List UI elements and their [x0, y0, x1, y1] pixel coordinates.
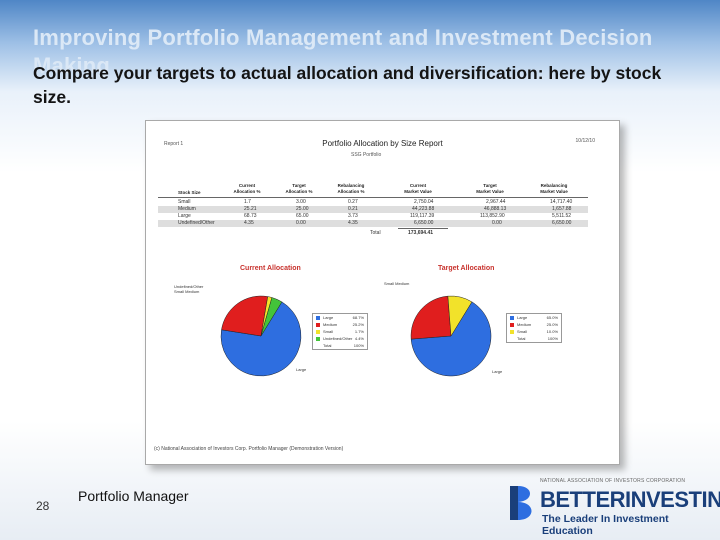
legend-swatch — [316, 336, 320, 341]
legend-swatch — [316, 329, 320, 334]
legend-item: Medium 25.2% — [313, 321, 367, 328]
legend-value: 100% — [353, 343, 364, 348]
target-allocation-pie — [410, 295, 492, 377]
legend-value: 1.7% — [354, 329, 364, 334]
target-callout-large: Large — [492, 369, 503, 374]
current-allocation-title: Current Allocation — [240, 265, 301, 272]
current-allocation-pie — [220, 295, 302, 377]
table-row: Small 1.7 3.00 0.27 2,750.04 2,967.44 14… — [178, 199, 573, 205]
logo-small-text: NATIONAL ASSOCIATION OF INVESTORS CORPOR… — [540, 478, 686, 484]
pie-slice-medium — [410, 295, 452, 340]
slide-subtitle: Compare your targets to actual allocatio… — [33, 63, 662, 107]
legend-value: 100% — [547, 336, 558, 341]
legend-item: Undefined/Other 4.4% — [313, 335, 367, 342]
legend-swatch — [510, 337, 514, 341]
legend-value: 65.0% — [546, 315, 558, 320]
footer-label: Portfolio Manager — [78, 488, 189, 504]
current-callout-large: Large — [296, 367, 307, 372]
report-footer-note: (c) National Association of Investors Co… — [154, 446, 344, 452]
legend-swatch — [510, 315, 514, 320]
target-legend: Large 65.0% Medium 25.0% Small 10.0% Total 100% — [506, 313, 562, 343]
pie-slice-small — [447, 295, 473, 337]
legend-label: Undefined/Other — [323, 336, 353, 341]
report-portfolio: SSG Portfolio — [351, 152, 382, 158]
legend-swatch — [316, 322, 320, 327]
legend-item: Total 100% — [507, 335, 561, 342]
legend-item: Large 68.7% — [313, 314, 367, 321]
target-callout: Small Medium — [384, 281, 410, 286]
legend-item: Small 1.7% — [313, 328, 367, 335]
pie-slice-large — [410, 301, 492, 377]
legend-value: 10.0% — [546, 329, 558, 334]
col-header: Rebalancing Market Value — [540, 183, 568, 194]
pie-slice-large — [220, 301, 302, 377]
total-divider — [398, 228, 448, 229]
legend-value: 68.7% — [352, 315, 364, 320]
slide-title: Improving Portfolio Management and Inves… — [33, 25, 653, 78]
betterinvesting-logo-icon — [510, 486, 532, 520]
legend-item: Small 10.0% — [507, 328, 561, 335]
total-label: Total — [370, 230, 381, 236]
legend-label: Small — [517, 329, 528, 334]
table-row: Large 68.73 65.00 3.73 119,117.39 113,85… — [178, 213, 572, 219]
legend-swatch — [316, 315, 320, 320]
legend-item: Total 100% — [313, 342, 367, 349]
col-header: Current Allocation % — [233, 183, 261, 194]
legend-label: Medium — [517, 322, 532, 327]
legend-swatch — [316, 344, 320, 348]
legend-label: Total — [323, 343, 332, 348]
legend-label: Large — [517, 315, 528, 320]
logo-wordmark: BETTERINVESTING — [540, 487, 720, 512]
pie-slice-undefined — [260, 297, 283, 337]
report-screenshot: Report 1 10/12/10 Portfolio Allocation b… — [145, 120, 620, 465]
logo-tagline: The Leader In Investment Education — [542, 513, 669, 537]
legend-value: 25.2% — [352, 322, 364, 327]
current-callout: Undefined/Other Small Medium — [174, 284, 204, 294]
total-value: 173,694.41 — [408, 230, 434, 236]
col-header: Current Market Value — [404, 183, 432, 194]
legend-swatch — [510, 322, 514, 327]
legend-label: Total — [517, 336, 526, 341]
page-number: 28 — [36, 499, 50, 513]
col-header: Stock Size — [178, 190, 201, 195]
legend-label: Medium — [323, 322, 338, 327]
current-legend: Large 68.7% Medium 25.2% Small 1.7% Undefined/… — [312, 313, 368, 350]
report-title: Portfolio Allocation by Size Report — [322, 139, 443, 148]
legend-swatch — [510, 329, 514, 334]
col-header: Rebalancing Allocation % — [337, 183, 365, 194]
legend-value: 25.0% — [546, 322, 558, 327]
report-date: 10/12/10 — [575, 138, 595, 144]
legend-item: Medium 25.0% — [507, 321, 561, 328]
report-label: Report 1 — [164, 141, 184, 147]
table-row: Undefined/Other 4.35 0.00 4.35 6,650.00 … — [158, 220, 588, 227]
header-divider — [158, 197, 588, 198]
legend-value: 4.4% — [354, 336, 364, 341]
legend-item: Large 65.0% — [507, 314, 561, 321]
col-header: Target Allocation % — [285, 183, 313, 194]
col-header: Target Market Value — [476, 183, 504, 194]
legend-label: Large — [323, 315, 334, 320]
legend-label: Small — [323, 329, 334, 334]
target-allocation-title: Target Allocation — [438, 265, 495, 272]
table-row: Medium 25.21 25.00 0.21 44,223.88 46,888… — [158, 206, 588, 213]
pie-slice-medium — [221, 295, 269, 337]
